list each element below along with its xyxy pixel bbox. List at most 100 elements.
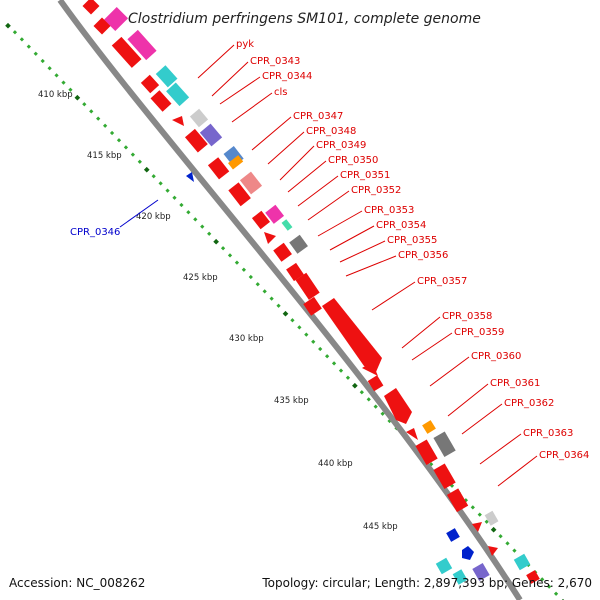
gene-label: cls: [274, 87, 288, 98]
gene-orange: [228, 155, 244, 170]
gene-red: [446, 488, 469, 513]
gene-label: CPR_0353: [364, 205, 414, 216]
kbp-label: 440 kbp: [318, 459, 353, 469]
kbp-label: 415 kbp: [87, 151, 122, 161]
gene-label: CPR_0349: [316, 140, 366, 151]
gene-lightgray: [189, 108, 209, 128]
gene-seafoam: [281, 219, 293, 231]
tick-minor: [227, 253, 233, 258]
gene-red: [406, 428, 418, 440]
tick-minor: [19, 37, 24, 42]
kbp-label: 435 kbp: [274, 396, 309, 406]
tick-minor: [248, 274, 253, 280]
gene-red: [93, 17, 111, 35]
gene-cyan: [435, 557, 453, 575]
tick-minor: [96, 116, 101, 121]
kbp-label: 445 kbp: [363, 522, 398, 532]
leader-line: [317, 210, 363, 237]
tick-minor: [12, 30, 18, 35]
gene-label: CPR_0356: [398, 250, 448, 261]
gene-red: [488, 546, 498, 556]
gene-orange: [422, 420, 436, 434]
gene-cyan: [452, 569, 468, 585]
leader-line: [329, 225, 375, 251]
gene-label: CPR_0343: [250, 56, 300, 67]
tick-track: [5, 22, 566, 600]
gene-lightgray: [484, 510, 499, 526]
tick-minor: [54, 73, 59, 78]
tick-minor: [345, 375, 351, 380]
tick-minor: [338, 368, 344, 373]
tick-minor: [311, 339, 316, 344]
gene-red: [140, 74, 160, 94]
gene-magenta: [127, 29, 157, 61]
leader-line: [297, 175, 339, 207]
leader-line: [479, 433, 522, 465]
tick-minor: [241, 267, 246, 272]
tick-major: [352, 382, 358, 389]
tick-minor: [276, 303, 281, 308]
gene-red: [251, 210, 271, 230]
accession-text: Accession: NC_008262: [9, 576, 146, 590]
tick-minor: [512, 548, 517, 553]
tick-minor: [130, 152, 135, 157]
tick-minor: [82, 102, 87, 107]
tick-minor: [366, 397, 371, 402]
tick-minor: [165, 188, 170, 193]
gene-red: [415, 439, 438, 466]
tick-minor: [158, 181, 163, 186]
tick-minor: [61, 80, 66, 85]
gene-blue: [446, 528, 460, 542]
leader-line: [497, 455, 538, 487]
leader-line: [231, 92, 273, 123]
gene-label: CPR_0357: [417, 276, 467, 287]
gene-red: [207, 157, 230, 180]
tick-minor: [477, 512, 482, 517]
kbp-label: 425 kbp: [183, 273, 218, 283]
kbp-label: 420 kbp: [136, 212, 171, 222]
leader-line: [411, 332, 453, 361]
gene-cyan: [513, 553, 531, 571]
tick-minor: [234, 260, 240, 265]
gene-red: [286, 262, 304, 282]
tick-minor: [498, 534, 503, 539]
gene-label: CPR_0347: [293, 111, 343, 122]
leader-line: [307, 190, 350, 221]
genome-backbone: [57, 0, 523, 600]
tick-minor: [547, 584, 552, 589]
tick-minor: [123, 145, 129, 150]
gene-label: CPR_0348: [306, 126, 356, 137]
leader-line: [279, 145, 315, 181]
tick-minor: [290, 318, 295, 323]
tick-major: [143, 166, 150, 173]
tick-minor: [179, 202, 184, 208]
gene-red: [295, 272, 320, 300]
gene-red: [367, 375, 384, 392]
kbp-label: 410 kbp: [38, 90, 73, 100]
tick-minor: [470, 505, 475, 510]
tick-minor: [47, 66, 52, 71]
tick-minor: [318, 346, 323, 352]
leader-line: [461, 403, 503, 435]
gene-red: [228, 182, 251, 207]
tick-minor: [262, 289, 267, 294]
tick-minor: [137, 159, 142, 164]
leader-line: [429, 356, 470, 387]
gene-red: [433, 463, 456, 490]
tick-minor: [553, 591, 559, 596]
tick-major: [5, 22, 11, 29]
gene-label: CPR_0360: [471, 351, 521, 362]
gene-red-long: [322, 298, 382, 372]
tick-minor: [103, 123, 108, 128]
tick-minor: [297, 325, 302, 330]
tick-minor: [304, 332, 309, 337]
tick-minor: [325, 354, 330, 359]
gene-gray: [289, 234, 308, 254]
gene-red: [82, 0, 100, 15]
gene-red: [184, 128, 208, 153]
tick-minor: [380, 411, 385, 416]
tick-minor: [200, 224, 205, 229]
gene-label-reverse: CPR_0346: [70, 227, 120, 238]
tick-minor: [255, 282, 260, 287]
